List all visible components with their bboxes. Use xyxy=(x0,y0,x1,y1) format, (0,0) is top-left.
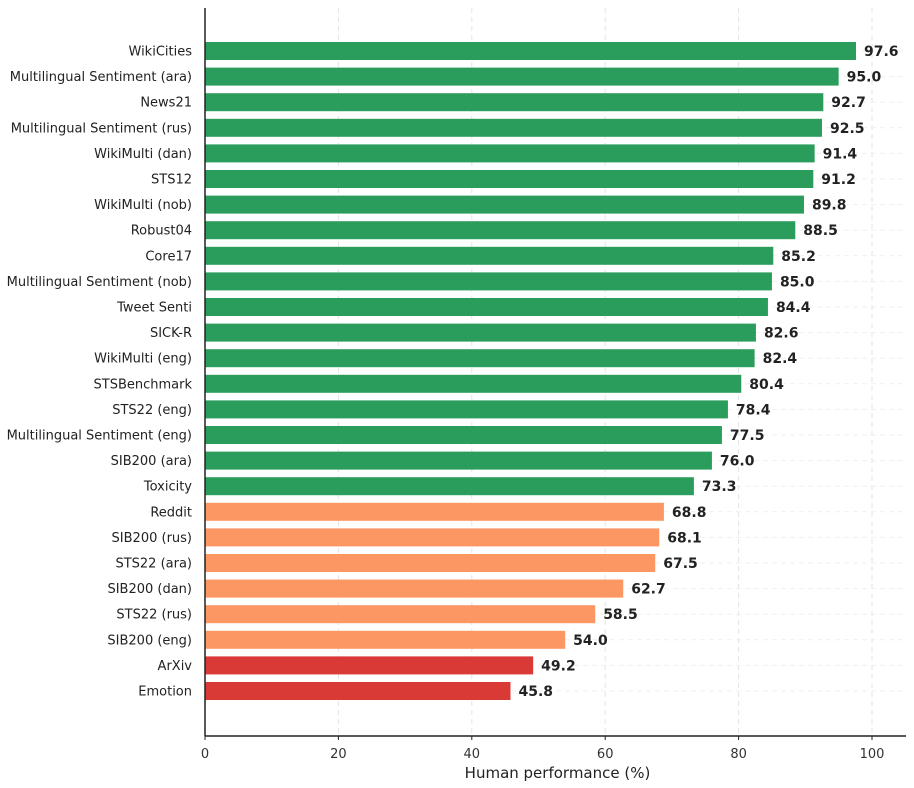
x-tick-label: 100 xyxy=(860,747,885,762)
grid-lines xyxy=(205,8,906,736)
bar xyxy=(205,118,822,137)
category-label: STS12 xyxy=(151,173,192,188)
value-label: 89.8 xyxy=(812,198,847,214)
category-label: WikiCities xyxy=(129,45,193,60)
bar xyxy=(205,579,624,598)
bar xyxy=(205,682,511,700)
value-label: 78.4 xyxy=(736,402,771,418)
bar xyxy=(205,426,722,444)
category-labels: WikiCities Multilingual Sentiment (ara) Ne… xyxy=(7,45,193,700)
bar xyxy=(205,221,796,240)
category-label: Multilingual Sentiment (rus) xyxy=(11,121,192,136)
category-label: Multilingual Sentiment (nob) xyxy=(7,275,192,290)
value-label: 68.1 xyxy=(667,530,702,546)
bar xyxy=(205,272,772,291)
category-label: STSBenchmark xyxy=(94,377,193,392)
value-label: 84.4 xyxy=(776,300,811,316)
category-label: WikiMulti (dan) xyxy=(94,147,192,162)
value-label: 45.8 xyxy=(518,684,553,700)
x-tick-label: 40 xyxy=(464,747,481,762)
bar xyxy=(205,528,660,547)
bar xyxy=(205,400,728,419)
bars xyxy=(205,42,856,700)
value-labels: 97.6 95.0 92.7 92.5 91.4 91.2 89.8 88.5 85.2 85.0… xyxy=(518,44,898,700)
bar xyxy=(205,42,856,60)
bar xyxy=(205,630,566,649)
value-label: 85.0 xyxy=(780,274,815,290)
value-label: 92.5 xyxy=(830,121,865,137)
value-label: 77.5 xyxy=(730,428,765,444)
category-label: Toxicity xyxy=(143,480,192,495)
category-label: Emotion xyxy=(138,685,192,700)
bar xyxy=(205,605,596,624)
category-label: SIB200 (eng) xyxy=(107,633,192,648)
category-label: STS22 (rus) xyxy=(116,608,192,623)
value-label: 62.7 xyxy=(631,582,666,598)
x-tick-label: 80 xyxy=(730,747,747,762)
x-axis-title: Human performance (%) xyxy=(465,764,651,782)
value-label: 54.0 xyxy=(573,633,608,649)
x-tick-label: 20 xyxy=(330,747,347,762)
category-label: SICK-R xyxy=(150,326,192,341)
bar xyxy=(205,349,755,368)
category-label: STS22 (ara) xyxy=(115,557,192,572)
value-label: 82.4 xyxy=(763,351,798,367)
axes xyxy=(204,8,906,737)
bar xyxy=(205,374,742,393)
bar xyxy=(205,93,824,112)
bar xyxy=(205,67,839,86)
value-label: 82.6 xyxy=(764,326,799,342)
category-label: News21 xyxy=(140,96,192,111)
value-label: 91.4 xyxy=(823,146,858,162)
value-label: 92.7 xyxy=(831,95,866,111)
value-label: 88.5 xyxy=(803,223,838,239)
category-label: WikiMulti (eng) xyxy=(94,352,192,367)
category-label: WikiMulti (nob) xyxy=(94,198,192,213)
value-label: 68.8 xyxy=(672,505,707,521)
bar xyxy=(205,323,756,342)
value-label: 91.2 xyxy=(821,172,856,188)
bar xyxy=(205,246,774,265)
category-label: SIB200 (ara) xyxy=(111,454,192,469)
value-label: 49.2 xyxy=(541,658,576,674)
x-tick-label: 0 xyxy=(201,747,209,762)
category-label: STS22 (eng) xyxy=(112,403,192,418)
value-label: 80.4 xyxy=(749,377,784,393)
bar xyxy=(205,298,768,316)
category-label: ArXiv xyxy=(158,659,193,674)
value-label: 85.2 xyxy=(781,249,816,265)
bar xyxy=(205,451,712,470)
category-label: Tweet Senti xyxy=(116,301,192,316)
category-label: Multilingual Sentiment (ara) xyxy=(10,70,192,85)
bar xyxy=(205,144,815,163)
x-tick-label: 60 xyxy=(597,747,614,762)
value-label: 95.0 xyxy=(847,70,882,86)
value-label: 58.5 xyxy=(603,607,638,623)
category-label: Core17 xyxy=(145,249,192,264)
bar xyxy=(205,656,534,675)
x-axis-ticks: 0 20 40 60 80 100 xyxy=(201,736,885,762)
value-label: 97.6 xyxy=(864,44,899,60)
bar xyxy=(205,554,656,572)
bar xyxy=(205,502,664,521)
value-label: 73.3 xyxy=(702,479,737,495)
value-label: 67.5 xyxy=(663,556,698,572)
bar xyxy=(205,170,814,188)
category-label: SIB200 (rus) xyxy=(112,531,192,546)
bar xyxy=(205,477,694,496)
category-label: Multilingual Sentiment (eng) xyxy=(7,429,192,444)
value-label: 76.0 xyxy=(720,454,755,470)
bar xyxy=(205,195,804,214)
category-label: SIB200 (dan) xyxy=(107,582,192,597)
category-label: Robust04 xyxy=(131,224,192,239)
category-label: Reddit xyxy=(150,505,192,520)
